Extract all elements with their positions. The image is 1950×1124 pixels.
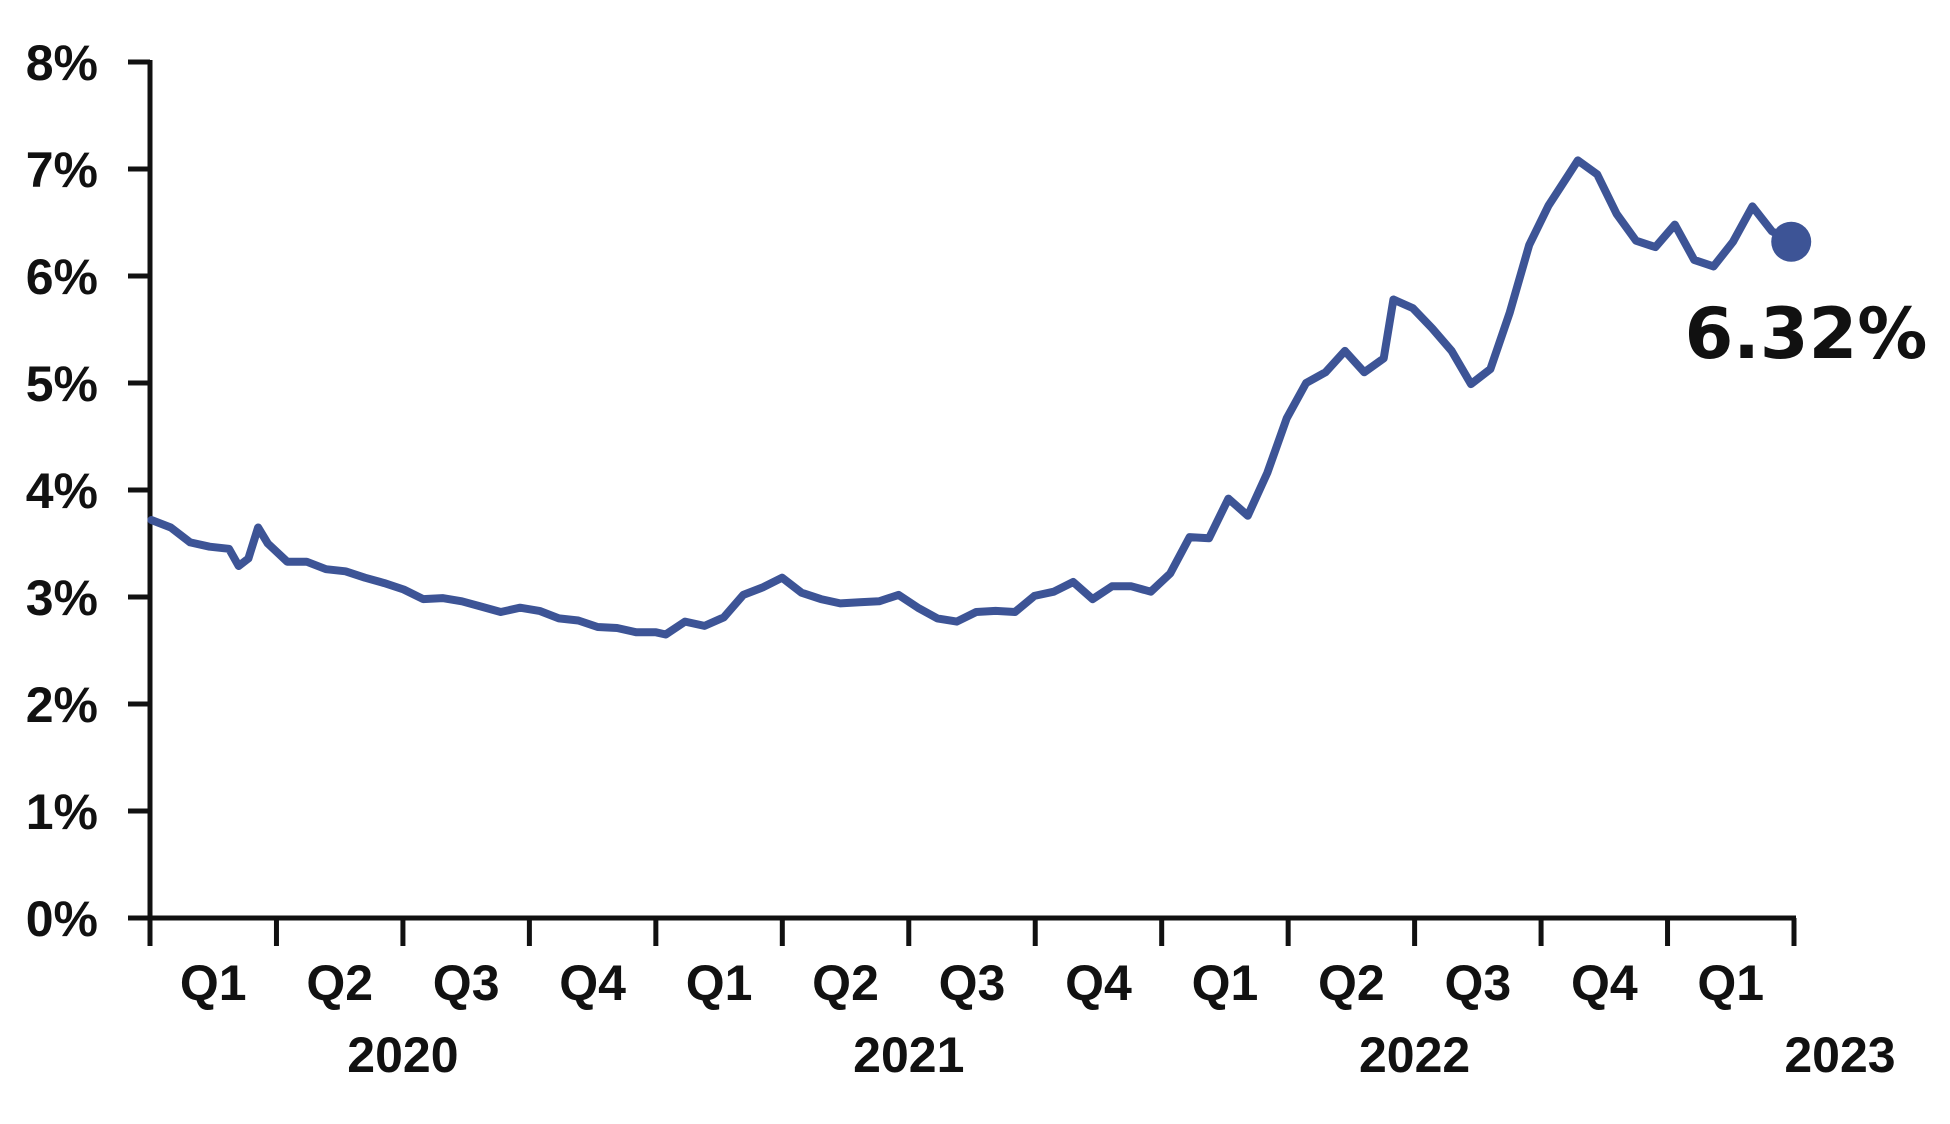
end-value-label: 6.32% xyxy=(1685,293,1928,375)
x-quarter-label: Q1 xyxy=(1697,955,1764,1011)
y-tick-label: 0% xyxy=(26,891,98,947)
y-axis-ticks xyxy=(128,59,150,921)
y-tick-label: 6% xyxy=(26,249,98,305)
x-quarter-label: Q4 xyxy=(1065,955,1132,1011)
series-line xyxy=(147,156,1796,639)
x-quarter-label: Q1 xyxy=(1192,955,1259,1011)
x-quarter-label: Q1 xyxy=(686,955,753,1011)
x-axis-year-labels: 2020 2021 2022 2023 xyxy=(347,1027,1895,1083)
x-quarter-label: Q3 xyxy=(433,955,500,1011)
x-quarter-label: Q4 xyxy=(1571,955,1638,1011)
x-quarter-label: Q1 xyxy=(180,955,247,1011)
x-axis-quarter-labels: Q1 Q2 Q3 Q4 Q1 Q2 Q3 Q4 Q1 Q2 Q3 Q4 Q1 xyxy=(180,955,1764,1011)
x-year-label: 2023 xyxy=(1784,1027,1895,1083)
y-axis-tick-labels: 0% 1% 2% 3% 4% 5% 6% 7% 8% xyxy=(26,35,98,947)
end-point-marker xyxy=(1771,221,1812,262)
x-quarter-label: Q4 xyxy=(559,955,626,1011)
x-quarter-label: Q3 xyxy=(939,955,1006,1011)
y-tick-label: 1% xyxy=(26,784,98,840)
y-tick-label: 5% xyxy=(26,356,98,412)
x-quarter-label: Q2 xyxy=(1318,955,1385,1011)
y-tick-label: 2% xyxy=(26,677,98,733)
x-quarter-label: Q2 xyxy=(306,955,373,1011)
x-year-label: 2020 xyxy=(347,1027,458,1083)
y-tick-label: 3% xyxy=(26,570,98,626)
x-axis-ticks xyxy=(147,918,1797,946)
x-year-label: 2021 xyxy=(853,1027,964,1083)
x-quarter-label: Q2 xyxy=(812,955,879,1011)
x-year-label: 2022 xyxy=(1359,1027,1470,1083)
y-tick-label: 4% xyxy=(26,463,98,519)
x-quarter-label: Q3 xyxy=(1444,955,1511,1011)
y-tick-label: 8% xyxy=(26,35,98,91)
y-tick-label: 7% xyxy=(26,142,98,198)
